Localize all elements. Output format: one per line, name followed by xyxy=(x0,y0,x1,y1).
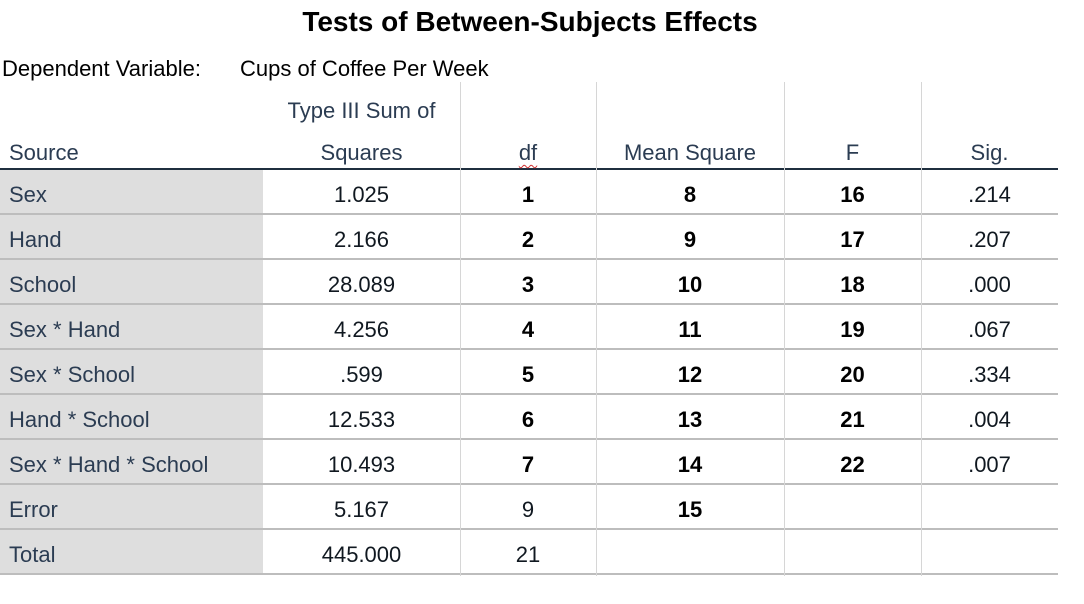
header-df: df xyxy=(460,82,596,168)
table-row: Sex * Hand * School 10.493 7 14 22 .007 xyxy=(0,440,1058,485)
cell-sum-of-squares: .599 xyxy=(340,362,383,387)
grid-line xyxy=(460,82,461,576)
table-row: Sex * Hand 4.256 4 11 19 .067 xyxy=(0,305,1058,350)
cell-f: 16 xyxy=(840,182,865,207)
table-row: School 28.089 3 10 18 .000 xyxy=(0,260,1058,305)
cell-mean-square xyxy=(596,530,784,573)
cell-sig: .007 xyxy=(968,452,1011,477)
grid-line xyxy=(784,82,785,576)
cell-mean-square: 14 xyxy=(677,452,703,477)
table-header: Source Type III Sum of Squares df Mean S… xyxy=(0,82,1058,170)
table-title: Tests of Between-Subjects Effects xyxy=(302,6,758,37)
cell-mean-square: 13 xyxy=(677,407,703,432)
cell-sig xyxy=(921,530,1058,573)
cell-df: 6 xyxy=(521,407,535,432)
cell-sum-of-squares: 28.089 xyxy=(327,272,396,297)
cell-sig: .000 xyxy=(968,272,1011,297)
cell-f xyxy=(784,485,921,528)
header-sig: Sig. xyxy=(921,82,1058,168)
cell-f xyxy=(784,530,921,573)
cell-mean-square: 10 xyxy=(677,272,703,297)
header-source-label: Source xyxy=(9,140,79,165)
dependent-variable-value: Cups of Coffee Per Week xyxy=(240,56,489,81)
cell-sum-of-squares: 2.166 xyxy=(333,227,390,252)
table-row: Total 445.000 21 xyxy=(0,530,1058,575)
cell-df: 2 xyxy=(521,227,535,252)
header-df-label: df xyxy=(518,140,538,165)
header-ss-line2: Squares xyxy=(320,140,403,165)
cell-source: Sex * School xyxy=(0,350,263,393)
cell-f: 22 xyxy=(840,452,865,477)
cell-f: 21 xyxy=(840,407,865,432)
effects-table: Source Type III Sum of Squares df Mean S… xyxy=(0,82,1058,576)
header-ss-line1: Type III Sum of xyxy=(287,98,436,123)
cell-source: Hand * School xyxy=(0,395,263,438)
cell-df: 7 xyxy=(521,452,535,477)
cell-mean-square: 8 xyxy=(683,182,697,207)
cell-f: 17 xyxy=(840,227,865,252)
table-row: Error 5.167 9 15 xyxy=(0,485,1058,530)
cell-source: Sex * Hand xyxy=(0,305,263,348)
cell-sum-of-squares: 445.000 xyxy=(321,542,402,567)
cell-df: 3 xyxy=(521,272,535,297)
cell-df: 4 xyxy=(521,317,535,342)
cell-df: 21 xyxy=(515,542,541,567)
cell-sig: .004 xyxy=(968,407,1011,432)
cell-df: 5 xyxy=(521,362,535,387)
header-sum-of-squares: Type III Sum of Squares xyxy=(263,82,460,168)
cell-mean-square: 11 xyxy=(678,317,702,342)
cell-sum-of-squares: 10.493 xyxy=(327,452,396,477)
cell-source: Total xyxy=(0,530,263,573)
cell-source: Sex * Hand * School xyxy=(0,440,263,483)
cell-f: 19 xyxy=(840,317,865,342)
cell-mean-square: 15 xyxy=(677,497,703,522)
cell-mean-square: 9 xyxy=(683,227,697,252)
cell-source: Sex xyxy=(0,170,263,213)
cell-sum-of-squares: 5.167 xyxy=(333,497,390,522)
cell-sum-of-squares: 4.256 xyxy=(333,317,390,342)
table-row: Sex * School .599 5 12 20 .334 xyxy=(0,350,1058,395)
cell-sum-of-squares: 1.025 xyxy=(333,182,390,207)
cell-df: 1 xyxy=(521,182,535,207)
header-f-label: F xyxy=(845,140,860,165)
grid-line xyxy=(921,82,922,576)
header-sig-label: Sig. xyxy=(970,140,1009,165)
cell-sum-of-squares: 12.533 xyxy=(327,407,396,432)
header-f: F xyxy=(784,82,921,168)
cell-sig xyxy=(921,485,1058,528)
cell-f: 18 xyxy=(840,272,865,297)
cell-df: 9 xyxy=(521,497,535,522)
cell-mean-square: 12 xyxy=(677,362,703,387)
cell-sig: .067 xyxy=(968,317,1011,342)
cell-source: School xyxy=(0,260,263,303)
cell-sig: .334 xyxy=(968,362,1011,387)
grid-line xyxy=(596,82,597,576)
dependent-variable-label: Dependent Variable: xyxy=(2,56,201,81)
cell-sig: .207 xyxy=(968,227,1011,252)
cell-source: Hand xyxy=(0,215,263,258)
table-row: Hand 2.166 2 9 17 .207 xyxy=(0,215,1058,260)
cell-sig: .214 xyxy=(968,182,1011,207)
header-source: Source xyxy=(0,82,263,168)
dependent-variable-line: Dependent Variable: Cups of Coffee Per We… xyxy=(2,56,489,82)
cell-source: Error xyxy=(0,485,263,528)
cell-f: 20 xyxy=(840,362,865,387)
header-mean-square-label: Mean Square xyxy=(623,140,757,165)
table-row: Hand * School 12.533 6 13 21 .004 xyxy=(0,395,1058,440)
table-row: Sex 1.025 1 8 16 .214 xyxy=(0,170,1058,215)
header-mean-square: Mean Square xyxy=(596,82,784,168)
